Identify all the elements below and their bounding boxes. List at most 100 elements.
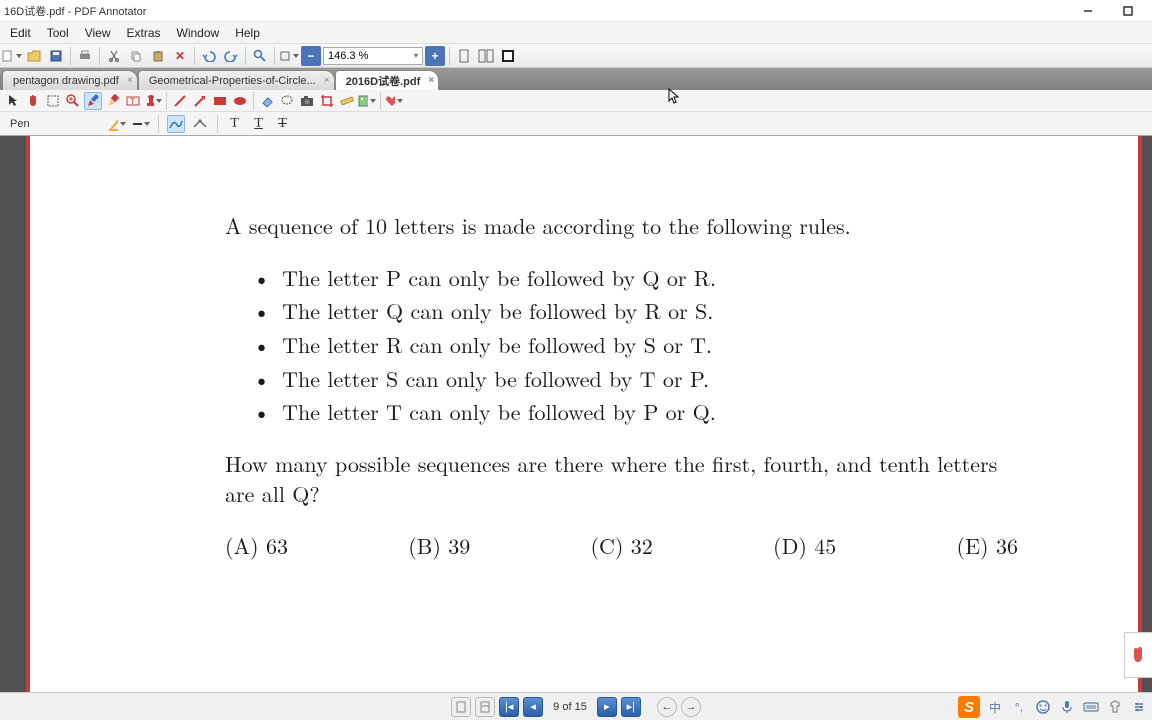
- first-page-button[interactable]: |◂: [499, 697, 519, 717]
- option-a: (A) 63: [225, 531, 288, 561]
- ime-keyboard-icon[interactable]: [1082, 698, 1100, 716]
- smooth-line-button[interactable]: [167, 115, 185, 133]
- answer-options: (A) 63 (B) 39 (C) 32 (D) 45 (E) 36: [225, 531, 1018, 561]
- menu-help[interactable]: Help: [227, 24, 268, 42]
- single-page-button[interactable]: [454, 46, 474, 66]
- open-button[interactable]: [24, 46, 44, 66]
- lasso-tool[interactable]: [278, 92, 296, 110]
- sogou-ime-icon[interactable]: S: [958, 696, 980, 718]
- ellipse-tool[interactable]: [231, 92, 249, 110]
- crop-tool[interactable]: [318, 92, 336, 110]
- tab-label: 2016D试卷.pdf: [346, 73, 421, 89]
- page-thumb2-button[interactable]: [475, 697, 495, 717]
- menu-tool[interactable]: Tool: [39, 24, 77, 42]
- text-tool[interactable]: T: [124, 92, 142, 110]
- option-d: (D) 45: [773, 531, 836, 561]
- cut-button[interactable]: [104, 46, 124, 66]
- ime-mic-icon[interactable]: [1058, 698, 1076, 716]
- pointer-tool[interactable]: [4, 92, 22, 110]
- paste-button[interactable]: [148, 46, 168, 66]
- option-c: (C) 32: [590, 531, 652, 561]
- menu-extras[interactable]: Extras: [119, 24, 169, 42]
- zoom-input[interactable]: 146.3 % ▾: [323, 47, 423, 65]
- zoom-in-button[interactable]: +: [425, 46, 445, 66]
- pressure-button[interactable]: [191, 115, 209, 133]
- tab-geometrical[interactable]: Geometrical-Properties-of-Circle... ×: [138, 70, 335, 90]
- prev-page-button[interactable]: ◂: [523, 697, 543, 717]
- text-strike-button[interactable]: T: [274, 115, 292, 133]
- document-area[interactable]: A sequence of 10 letters is made accordi…: [0, 136, 1152, 692]
- select-tool[interactable]: [44, 92, 62, 110]
- option-b: (B) 39: [408, 531, 470, 561]
- ime-punct-icon[interactable]: °,: [1010, 698, 1028, 716]
- hand-tool[interactable]: [24, 92, 42, 110]
- tab-2016d[interactable]: 2016D试卷.pdf ×: [335, 70, 440, 90]
- fit-button[interactable]: [279, 46, 299, 66]
- maximize-button[interactable]: [1108, 1, 1148, 21]
- copy-button[interactable]: [126, 46, 146, 66]
- tab-label: pentagon drawing.pdf: [13, 75, 119, 87]
- side-panel-tab[interactable]: [1124, 632, 1152, 678]
- undo-button[interactable]: [199, 46, 219, 66]
- next-page-button[interactable]: ▸: [597, 697, 617, 717]
- favorite-tool[interactable]: [385, 92, 403, 110]
- ime-settings-icon[interactable]: [1130, 698, 1148, 716]
- document-content: A sequence of 10 letters is made accordi…: [225, 211, 1018, 560]
- last-page-button[interactable]: ▸|: [621, 697, 641, 717]
- back-button[interactable]: ←: [657, 697, 677, 717]
- ime-emoji-icon[interactable]: [1034, 698, 1052, 716]
- rule-item: The letter T can only be followed by P o…: [253, 397, 1018, 427]
- title-bar: 16D试卷.pdf - PDF Annotator: [0, 0, 1152, 22]
- menu-edit[interactable]: Edit: [2, 24, 39, 42]
- text-insert-button[interactable]: T: [226, 115, 244, 133]
- redo-button[interactable]: [221, 46, 241, 66]
- tab-label: Geometrical-Properties-of-Circle...: [149, 75, 316, 87]
- eraser-tool[interactable]: [258, 92, 276, 110]
- pen-width-button[interactable]: [132, 115, 150, 133]
- two-page-button[interactable]: [476, 46, 496, 66]
- highlighter-tool[interactable]: [104, 92, 122, 110]
- rule-item: The letter R can only be followed by S o…: [253, 330, 1018, 360]
- rule-item: The letter P can only be followed by Q o…: [253, 263, 1018, 293]
- page-thumb-button[interactable]: [451, 697, 471, 717]
- menu-view[interactable]: View: [77, 24, 119, 42]
- stamp-tool[interactable]: [144, 92, 162, 110]
- zoom-tool[interactable]: [64, 92, 82, 110]
- close-icon[interactable]: ×: [324, 75, 330, 86]
- camera-tool[interactable]: [298, 92, 316, 110]
- ruler-tool[interactable]: [338, 92, 356, 110]
- menu-bar: Edit Tool View Extras Window Help: [0, 22, 1152, 44]
- rectangle-tool[interactable]: [211, 92, 229, 110]
- option-e: (E) 36: [957, 531, 1018, 561]
- delete-button[interactable]: ✕: [170, 46, 190, 66]
- print-button[interactable]: [75, 46, 95, 66]
- system-tray: S 中 °,: [958, 696, 1148, 718]
- rule-item: The letter Q can only be followed by R o…: [253, 296, 1018, 326]
- tab-pentagon[interactable]: pentagon drawing.pdf ×: [2, 70, 138, 90]
- pen-tool[interactable]: [84, 92, 102, 110]
- find-button[interactable]: [250, 46, 270, 66]
- close-icon[interactable]: ×: [428, 75, 434, 86]
- rules-list: The letter P can only be followed by Q o…: [253, 263, 1018, 427]
- annotation-toolbar: T: [0, 90, 1152, 112]
- zoom-out-button[interactable]: −: [301, 46, 321, 66]
- tool-mode-label: Pen: [4, 118, 36, 130]
- fullscreen-button[interactable]: [498, 46, 518, 66]
- ime-skin-icon[interactable]: [1106, 698, 1124, 716]
- new-button[interactable]: [2, 46, 22, 66]
- text-underline-button[interactable]: T: [250, 115, 268, 133]
- save-button[interactable]: [46, 46, 66, 66]
- line-tool[interactable]: [171, 92, 189, 110]
- intro-text: A sequence of 10 letters is made accordi…: [225, 211, 1018, 241]
- page: A sequence of 10 letters is made accordi…: [26, 136, 1142, 692]
- menu-window[interactable]: Window: [169, 24, 228, 42]
- pen-options-bar: Pen T T T: [0, 112, 1152, 136]
- arrow-tool[interactable]: [191, 92, 209, 110]
- close-icon[interactable]: ×: [127, 75, 133, 86]
- rule-item: The letter S can only be followed by T o…: [253, 364, 1018, 394]
- forward-button[interactable]: →: [681, 697, 701, 717]
- ime-lang-icon[interactable]: 中: [986, 698, 1004, 716]
- image-tool[interactable]: [358, 92, 376, 110]
- minimize-button[interactable]: [1068, 1, 1108, 21]
- pen-color-button[interactable]: [108, 115, 126, 133]
